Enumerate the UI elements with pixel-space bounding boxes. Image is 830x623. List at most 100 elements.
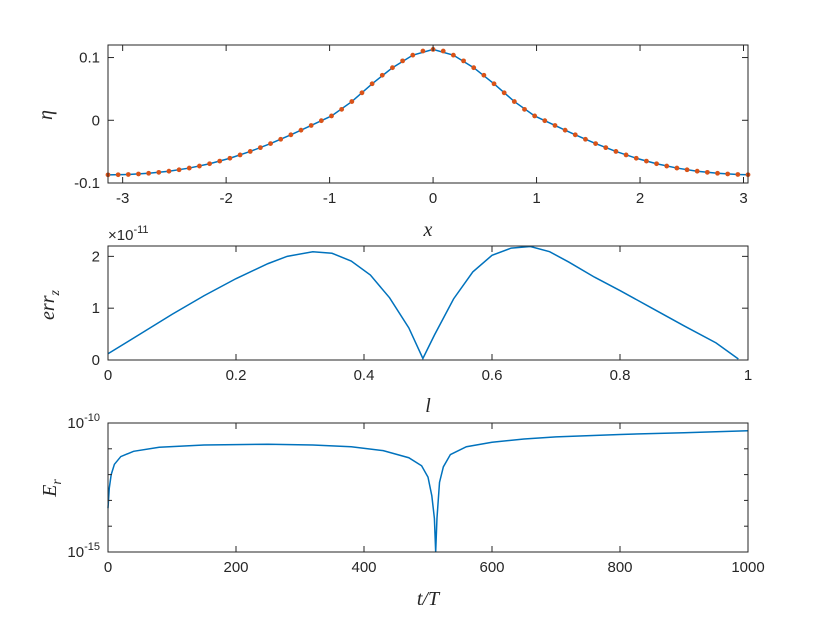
series-line <box>107 245 739 361</box>
data-point <box>166 168 172 174</box>
data-point <box>684 167 690 173</box>
x-tick-label: 0 <box>104 559 112 576</box>
x-tick-label: 0 <box>429 190 437 207</box>
y-axis-label: η <box>35 110 57 120</box>
data-point <box>552 123 558 128</box>
x-tick-label: 1 <box>744 367 752 384</box>
data-point <box>278 136 284 142</box>
data-point <box>176 167 182 173</box>
data-point <box>623 152 629 158</box>
x-tick-label: -2 <box>219 190 232 207</box>
data-point <box>471 65 477 71</box>
data-point <box>318 118 324 124</box>
x-tick-label: 0.6 <box>482 367 503 384</box>
data-point <box>511 99 517 104</box>
data-point <box>339 106 345 112</box>
data-point <box>115 172 121 178</box>
data-point <box>197 163 202 169</box>
data-point <box>501 90 507 96</box>
data-point <box>593 141 599 147</box>
data-point <box>125 172 131 177</box>
data-point <box>583 136 588 142</box>
data-point <box>298 127 304 133</box>
data-point <box>694 168 700 174</box>
data-point <box>410 52 416 58</box>
data-point <box>461 58 466 64</box>
data-point <box>491 81 497 87</box>
data-point <box>725 171 731 177</box>
x-tick-label: 1000 <box>731 559 764 576</box>
data-point <box>390 65 395 71</box>
data-point <box>704 169 710 175</box>
x-tick-label: 1 <box>532 190 540 207</box>
y-tick-label: 0 <box>92 352 100 369</box>
y-tick-label: 10-15 <box>67 541 100 561</box>
x-tick-label: 0.2 <box>226 367 247 384</box>
data-point <box>542 118 548 124</box>
energy-error-frame <box>107 422 749 553</box>
y-tick-label: 0.1 <box>79 50 100 67</box>
x-axis-label: l <box>425 395 431 417</box>
data-point <box>186 165 192 171</box>
data-point <box>613 149 619 154</box>
data-point <box>644 158 649 164</box>
x-tick-label: 200 <box>223 559 248 576</box>
data-point <box>369 81 375 87</box>
x-tick-label: -1 <box>323 190 336 207</box>
data-point <box>237 152 243 158</box>
data-point <box>217 158 223 164</box>
data-point <box>450 52 456 58</box>
data-point <box>522 106 527 112</box>
y-tick-label: 10-10 <box>67 412 100 432</box>
data-point <box>207 161 212 167</box>
data-point <box>288 132 294 138</box>
data-point <box>136 171 141 177</box>
x-axis-label: x <box>423 219 433 241</box>
data-point <box>257 145 263 151</box>
x-tick-label: 600 <box>479 559 504 576</box>
x-tick-label: 400 <box>351 559 376 576</box>
data-point <box>329 113 334 119</box>
data-point <box>247 149 253 154</box>
data-point <box>735 172 741 177</box>
error-frame <box>107 245 749 361</box>
data-point <box>349 99 355 104</box>
data-point <box>227 155 233 161</box>
data-point <box>654 161 659 167</box>
x-tick-label: -3 <box>116 190 129 207</box>
data-point <box>532 113 538 119</box>
data-point <box>715 170 720 176</box>
eta-profile-frame <box>107 44 749 184</box>
x-tick-label: 3 <box>739 190 747 207</box>
data-point <box>481 72 487 78</box>
data-point <box>674 165 680 171</box>
data-point <box>308 123 314 128</box>
x-tick-label: 0.4 <box>354 367 375 384</box>
y-tick-label: 0 <box>92 112 100 129</box>
data-point <box>379 72 385 78</box>
x-tick-label: 2 <box>636 190 644 207</box>
data-point <box>572 132 578 138</box>
data-point <box>603 145 609 151</box>
exponent-label: ×10-11 <box>108 224 149 244</box>
data-point <box>400 58 406 64</box>
x-tick-label: 0 <box>104 367 112 384</box>
data-point <box>359 90 365 96</box>
data-point <box>562 127 568 133</box>
y-tick-label: -0.1 <box>74 175 100 192</box>
y-tick-label: 2 <box>92 248 100 265</box>
data-point <box>440 48 446 54</box>
x-axis-label: t/T <box>417 588 441 610</box>
y-tick-label: 1 <box>92 300 100 317</box>
x-tick-label: 800 <box>607 559 632 576</box>
data-point <box>420 48 426 54</box>
data-point <box>664 163 670 169</box>
data-point <box>268 141 273 147</box>
data-point <box>156 169 162 175</box>
data-point <box>633 155 639 161</box>
series-line <box>107 430 749 553</box>
eta-profile-axes: -3 -2 -1 0 1 2 3 -0.1 0 0.1 x η <box>35 44 751 241</box>
